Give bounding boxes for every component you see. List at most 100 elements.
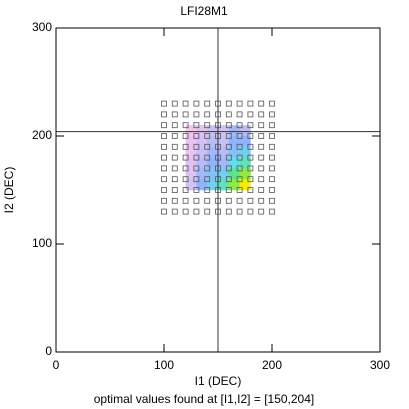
grid-marker [236,187,243,193]
heatmap-cell [207,179,219,191]
grid-marker [269,111,275,118]
grid-marker [269,187,275,193]
x-axis-label: I1 (DEC) [195,374,242,388]
grid-marker [182,100,189,107]
heatmap-cell [218,179,230,191]
grid-marker [225,143,232,150]
heatmap-cell [196,136,208,148]
grid-marker [182,176,189,183]
heatmap-cell [185,136,197,148]
grid-marker [236,111,243,118]
grid-marker [236,100,243,107]
grid-marker [171,111,178,118]
heatmap-cell [207,157,219,169]
grid-marker [247,133,254,139]
grid-marker [161,111,167,118]
grid-marker [161,176,167,183]
grid-marker [269,133,275,139]
grid-marker [204,122,211,129]
heatmap-cell [218,157,230,169]
grid-marker [204,187,211,193]
heatmap-cell [228,146,240,158]
grid-marker [269,165,275,172]
grid-marker [247,197,254,204]
grid-marker [269,100,275,107]
heatmap-cell [185,146,197,158]
plot-frame [55,27,381,353]
grid-marker [247,208,254,215]
heatmap-cell [239,125,251,137]
grid-marker [225,208,232,215]
grid-marker [236,176,243,183]
heatmap-cell [196,146,208,158]
grid-marker [225,100,232,107]
grid-marker [182,111,189,118]
heatmap-cell [185,125,197,137]
grid-marker [193,133,200,139]
heatmap-cell [207,168,219,180]
heatmap-cell [239,146,251,158]
grid-marker [161,100,167,107]
y-tick-label: 100 [32,236,52,250]
grid-marker [161,165,167,172]
grid-marker [171,187,178,193]
heatmap-cell [185,179,197,191]
grid-marker [225,154,232,161]
heatmap-cell [196,157,208,169]
heatmap-cell [228,168,240,180]
grid-marker [204,208,211,215]
grid-marker [171,154,178,161]
heatmap-cell [207,125,219,137]
grid-marker [171,165,178,172]
grid-marker [204,197,211,204]
grid-marker [236,165,243,172]
heatmap-cell [228,136,240,148]
grid-marker [225,176,232,183]
grid-marker [204,111,211,118]
heatmap-cell [239,179,251,191]
grid-marker [236,143,243,150]
grid-marker [182,165,189,172]
grid-marker [171,197,178,204]
grid-marker [204,133,211,139]
grid-marker [161,154,167,161]
heatmap-cell [196,125,208,137]
grid-marker [258,111,265,118]
grid-marker [171,122,178,129]
heatmap-cell [228,157,240,169]
grid-marker [204,100,211,107]
grid-marker [171,100,178,107]
heatmap-cell [185,157,197,169]
chart-title: LFI28M1 [180,4,228,18]
heatmap-cell [228,179,240,191]
grid-marker [193,176,200,183]
grid-marker [193,187,200,193]
heatmap-cell [207,136,219,148]
grid-marker [225,133,232,139]
grid-marker [161,143,167,150]
grid-marker [204,154,211,161]
grid-marker [269,154,275,161]
grid-marker [161,133,167,139]
grid-marker [171,143,178,150]
heatmap-cell [196,168,208,180]
heatmap-cell [228,125,240,137]
grid-marker [193,111,200,118]
grid-marker [269,208,275,215]
grid-marker [258,165,265,172]
grid-marker [269,143,275,150]
grid-marker [204,165,211,172]
grid-marker [171,208,178,215]
grid-marker [236,208,243,215]
grid-marker [258,143,265,150]
grid-marker [269,176,275,183]
grid-marker [171,176,178,183]
grid-marker [258,208,265,215]
grid-marker [258,100,265,107]
grid-marker [225,122,232,129]
heatmap-cell [239,136,251,148]
grid-marker [247,176,254,183]
grid-marker [258,187,265,193]
heatmap-cell [218,146,230,158]
